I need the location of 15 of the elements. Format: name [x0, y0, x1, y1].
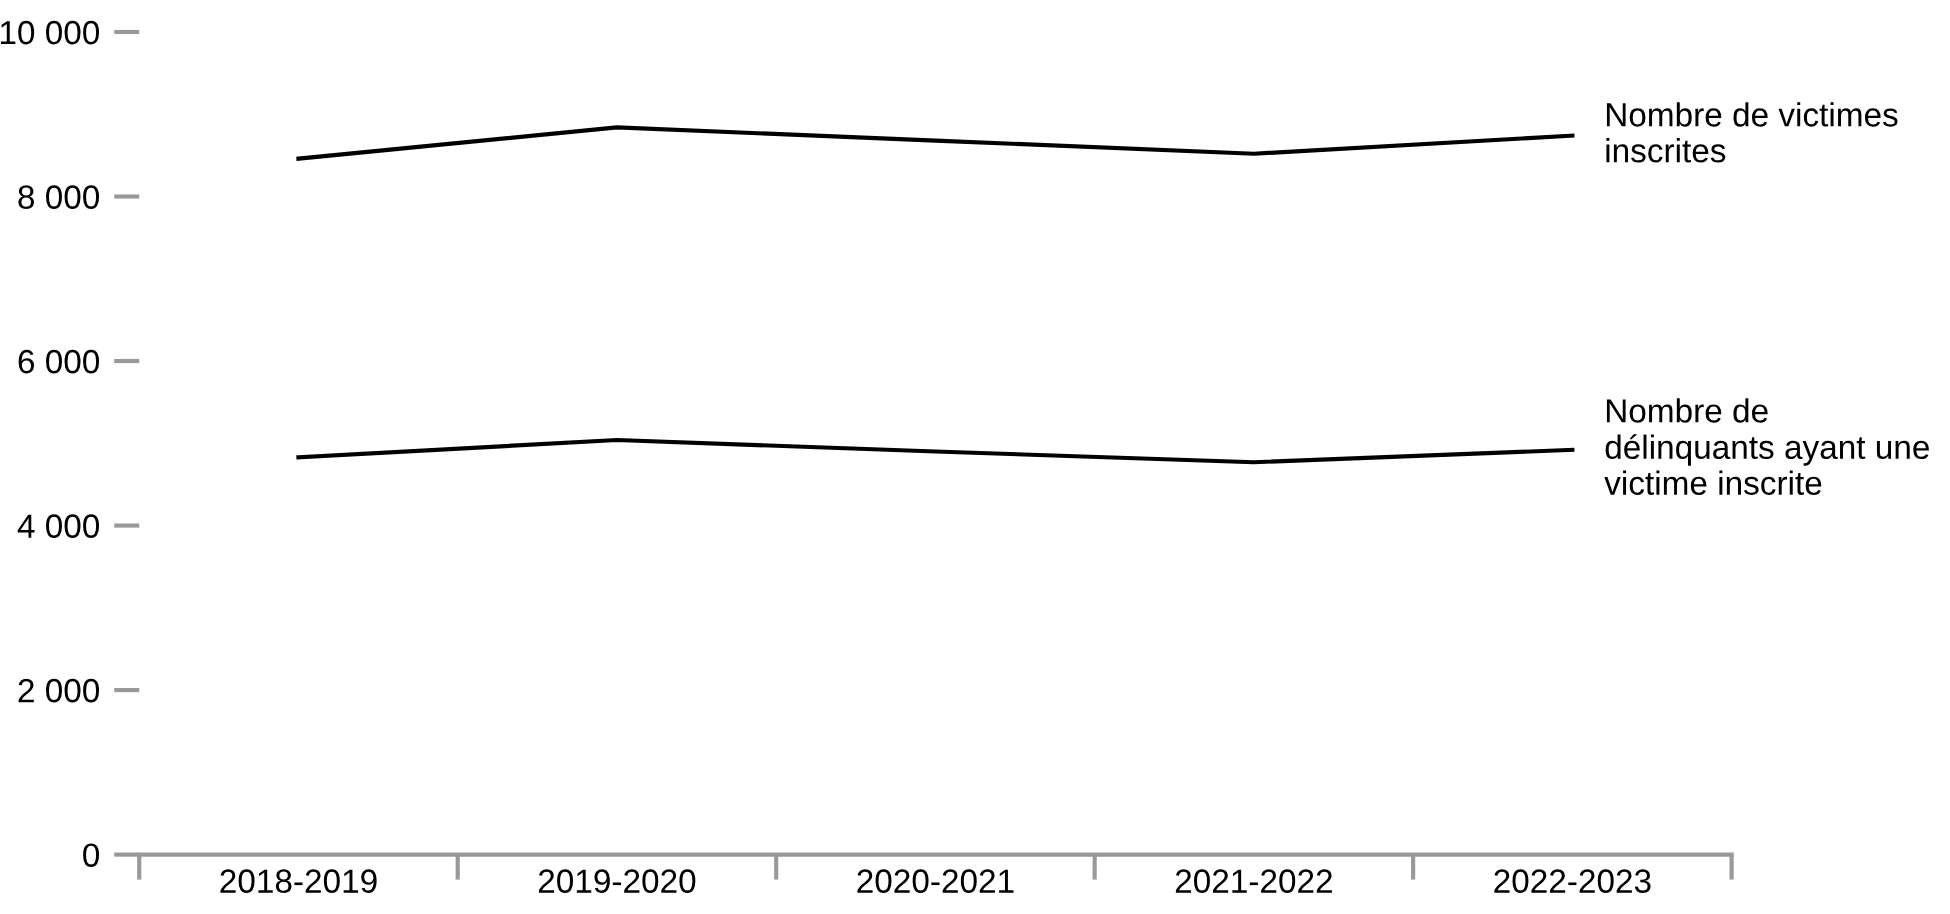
line-series [296, 437, 1575, 465]
x-tick-label: 2022-2023 [1494, 869, 1651, 893]
y-tick-label: 4 000 [17, 514, 100, 538]
series-label: Nombre de victimes inscrites [1606, 102, 1898, 163]
series-label: Nombre de délinquants ayant une victime inscrite [1604, 398, 1929, 495]
line-series [296, 125, 1575, 161]
y-tick-label: 0 [83, 843, 100, 867]
x-tick-label: 2019-2020 [538, 869, 696, 893]
x-tick-label: 2018-2019 [220, 869, 377, 893]
x-tick-label: 2020-2021 [857, 869, 1014, 893]
x-tick-label: 2021-2022 [1175, 869, 1332, 893]
y-tick-label: 6 000 [18, 349, 100, 374]
y-tick-label: 8 000 [18, 185, 100, 209]
y-tick-label: 10 000 [0, 20, 100, 45]
y-tick-label: 2 000 [18, 678, 100, 703]
